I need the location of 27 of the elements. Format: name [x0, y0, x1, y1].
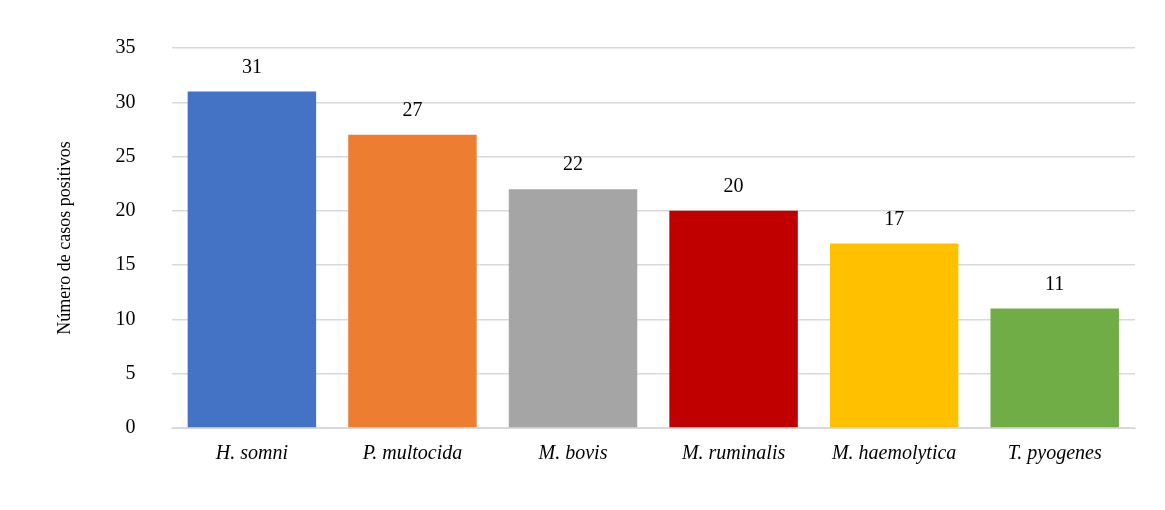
- bar: [990, 308, 1119, 428]
- x-tick-label: H. somni: [214, 441, 288, 464]
- y-tick-label: 5: [125, 360, 136, 383]
- data-label: 22: [563, 152, 584, 175]
- y-tick-label: 20: [115, 198, 136, 221]
- bar: [187, 91, 317, 428]
- bar: [829, 243, 959, 428]
- y-axis-title: Número de casos positivos: [53, 141, 74, 335]
- x-tick-label: M. haemolytica: [830, 441, 957, 465]
- data-label: 27: [402, 98, 423, 121]
- bar: [348, 134, 477, 428]
- bar: [508, 189, 638, 428]
- data-label: 17: [884, 206, 905, 229]
- x-tick-label: M. bovis: [537, 441, 608, 464]
- x-tick-label: T. pyogenes: [1007, 441, 1102, 465]
- y-tick-label: 15: [115, 252, 136, 275]
- y-tick-label: 0: [125, 415, 136, 438]
- y-tick-label: 10: [115, 306, 136, 329]
- y-tick-label: 30: [115, 89, 136, 112]
- data-label: 20: [723, 174, 744, 197]
- x-tick-label: P. multocida: [361, 441, 463, 464]
- data-label: 11: [1045, 271, 1065, 294]
- bar: [669, 210, 798, 428]
- data-label: 31: [241, 54, 262, 77]
- y-tick-label: 25: [115, 143, 136, 166]
- x-tick-label: M. ruminalis: [680, 441, 786, 464]
- y-tick-label: 35: [115, 35, 136, 58]
